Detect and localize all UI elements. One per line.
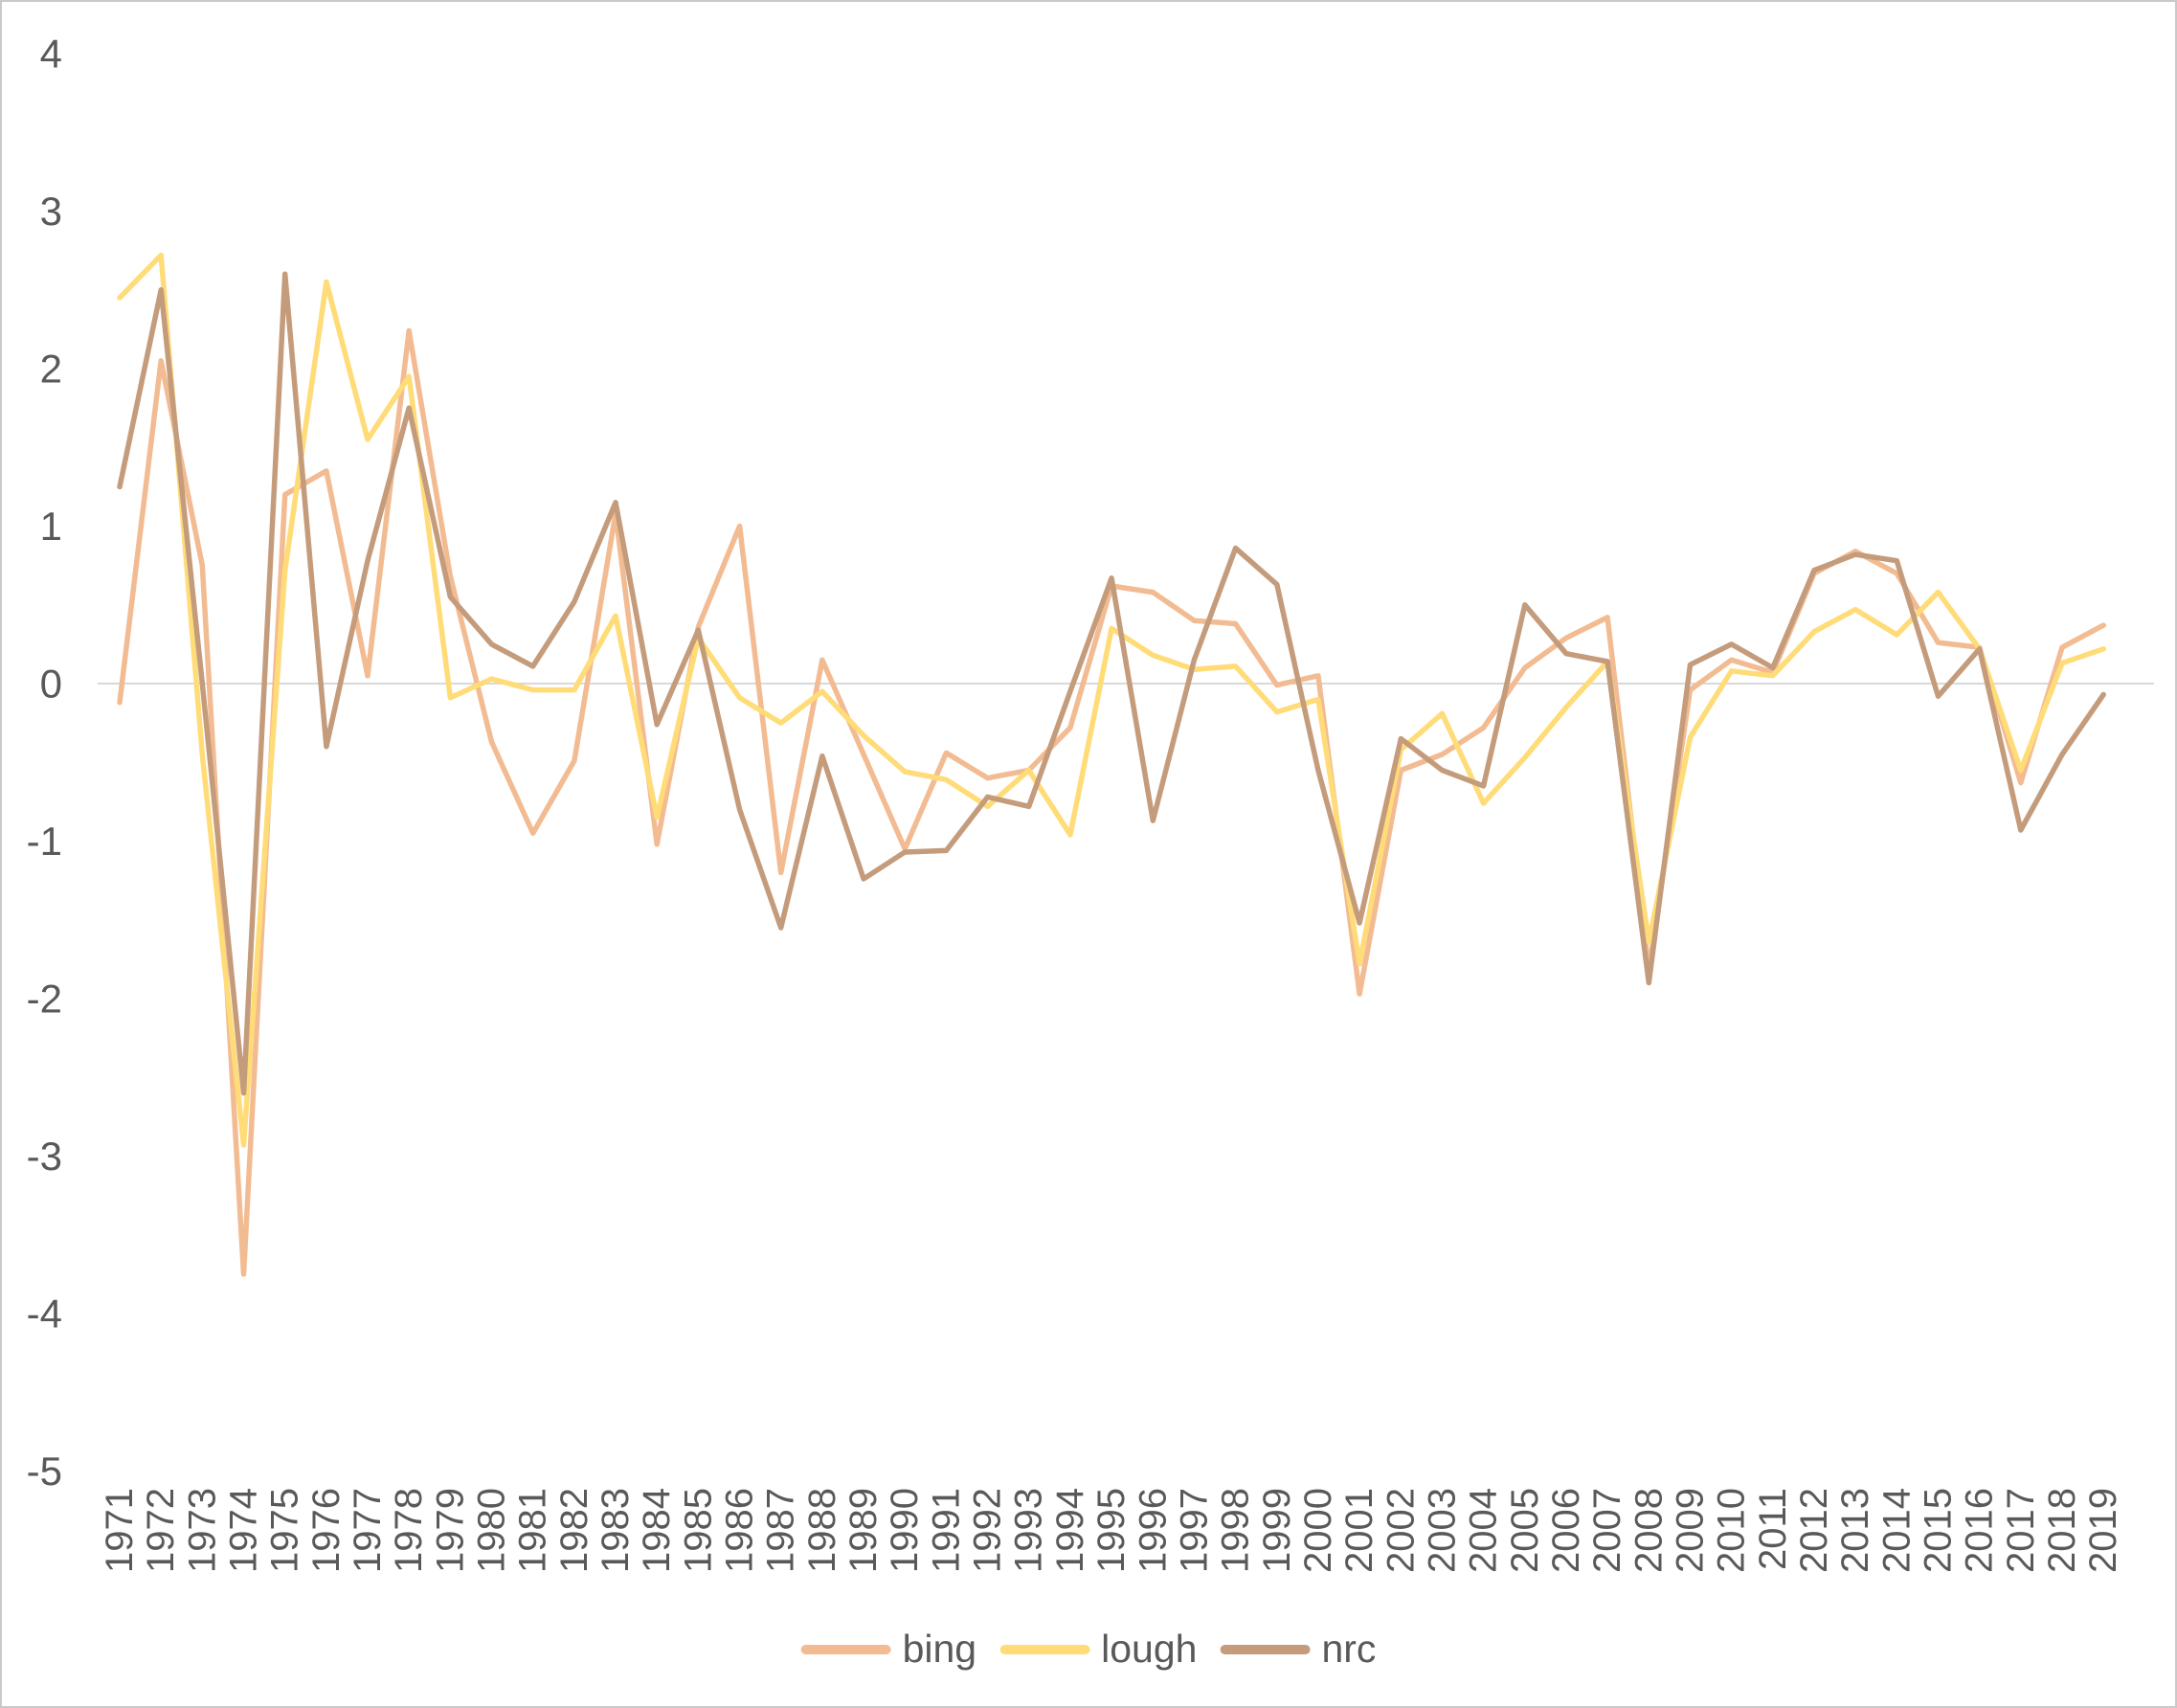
x-axis-year-label: 2008 <box>1627 1488 1670 1573</box>
x-axis-year-label: 2001 <box>1338 1488 1380 1573</box>
x-axis-year-label: 1986 <box>719 1488 761 1573</box>
x-axis-year-label: 1978 <box>388 1488 430 1573</box>
x-axis-year-label: 1983 <box>595 1488 637 1573</box>
x-axis-year-label: 1973 <box>181 1488 223 1573</box>
x-axis-year-label: 1977 <box>347 1488 389 1573</box>
y-axis-tick-label: -4 <box>27 1292 62 1337</box>
x-axis-year-label: 2016 <box>1959 1488 2001 1573</box>
series-line-nrc <box>117 271 2106 1096</box>
x-axis-year-label: 2018 <box>2041 1488 2083 1573</box>
y-axis-tick-label: 3 <box>40 189 62 234</box>
y-axis-tick-label: 1 <box>40 504 62 549</box>
y-axis-tick-label: 4 <box>40 32 62 77</box>
x-axis-year-label: 1992 <box>967 1488 1009 1573</box>
x-axis-year-label: 1995 <box>1090 1488 1133 1573</box>
legend-item-lough: lough <box>999 1629 1197 1669</box>
x-axis-year-label: 1980 <box>471 1488 513 1573</box>
x-axis-year-label: 2019 <box>2082 1488 2124 1573</box>
y-axis-tick-label: 2 <box>40 347 62 392</box>
legend-swatch-nrc <box>1220 1644 1311 1654</box>
legend-swatch-bing <box>800 1644 891 1654</box>
x-axis-year-label: 2002 <box>1380 1488 1422 1573</box>
x-axis-year-label: 2004 <box>1463 1488 1505 1573</box>
x-axis-year-label: 2013 <box>1834 1488 1876 1573</box>
legend-label-lough: lough <box>1101 1627 1198 1671</box>
legend-label-nrc: nrc <box>1321 1627 1377 1671</box>
x-axis-year-label: 1993 <box>1008 1488 1050 1573</box>
x-axis-year-label: 1975 <box>264 1488 306 1573</box>
y-axis-tick-label: -1 <box>27 819 62 864</box>
x-axis-year-label: 1987 <box>760 1488 802 1573</box>
y-axis-tick-label: -2 <box>27 977 62 1022</box>
x-axis-year-label: 1976 <box>305 1488 348 1573</box>
y-axis-tick-label: -5 <box>27 1449 62 1494</box>
x-axis-year-label: 1985 <box>677 1488 719 1573</box>
y-axis-labels: 4 3 2 1 0 -1 -2 -3 -4 -5 <box>27 32 62 1494</box>
x-axis-year-label: 2000 <box>1297 1488 1339 1573</box>
x-axis-year-label: 1989 <box>842 1488 885 1573</box>
legend-item-nrc: nrc <box>1220 1629 1376 1669</box>
x-axis-year-label: 1981 <box>512 1488 554 1573</box>
legend-swatch-lough <box>999 1644 1090 1654</box>
x-axis-year-label: 1971 <box>99 1488 141 1573</box>
x-axis-year-label: 1984 <box>636 1488 678 1573</box>
legend-label-bing: bing <box>902 1627 977 1671</box>
x-axis-year-label: 2012 <box>1793 1488 1835 1573</box>
y-axis-tick-label: 0 <box>40 662 62 707</box>
x-axis-year-label: 2011 <box>1752 1488 1794 1570</box>
x-axis-year-label: 1974 <box>223 1488 265 1573</box>
y-axis-tick-label: -3 <box>27 1134 62 1179</box>
x-axis-year-label: 1972 <box>140 1488 182 1573</box>
series-line-lough <box>117 252 2106 1148</box>
x-axis-year-label: 1988 <box>801 1488 843 1573</box>
x-axis-year-label: 2006 <box>1545 1488 1587 1573</box>
x-axis-year-label: 2007 <box>1586 1488 1628 1573</box>
x-axis-labels: 1971 1972 1973 1974 1975 1976 1977 1978 1979 1980… <box>99 1488 2124 1573</box>
series-line-bing <box>117 327 2106 1277</box>
x-axis-year-label: 1999 <box>1256 1488 1298 1573</box>
legend-item-bing: bing <box>800 1627 977 1671</box>
x-axis-year-label: 1990 <box>884 1488 926 1573</box>
series-lines <box>117 252 2106 1277</box>
x-axis-year-label: 1979 <box>429 1488 471 1573</box>
x-axis-year-label: 1997 <box>1173 1488 1215 1573</box>
x-axis-year-label: 1998 <box>1215 1488 1257 1573</box>
x-axis-year-label: 1982 <box>553 1488 595 1573</box>
x-axis-year-label: 1996 <box>1132 1488 1174 1573</box>
x-axis-year-label: 1991 <box>925 1488 967 1573</box>
legend: bing lough nrc <box>800 1627 1376 1671</box>
x-axis-year-label: 1994 <box>1049 1488 1091 1573</box>
x-axis-year-label: 2017 <box>2000 1488 2042 1573</box>
x-axis-year-label: 2005 <box>1504 1488 1546 1573</box>
x-axis-year-label: 2015 <box>1917 1488 1959 1573</box>
x-axis-year-label: 2014 <box>1875 1488 1918 1573</box>
x-axis-year-label: 2010 <box>1711 1488 1753 1573</box>
x-axis-year-label: 2009 <box>1669 1488 1711 1573</box>
x-axis-year-label: 2003 <box>1421 1488 1463 1573</box>
